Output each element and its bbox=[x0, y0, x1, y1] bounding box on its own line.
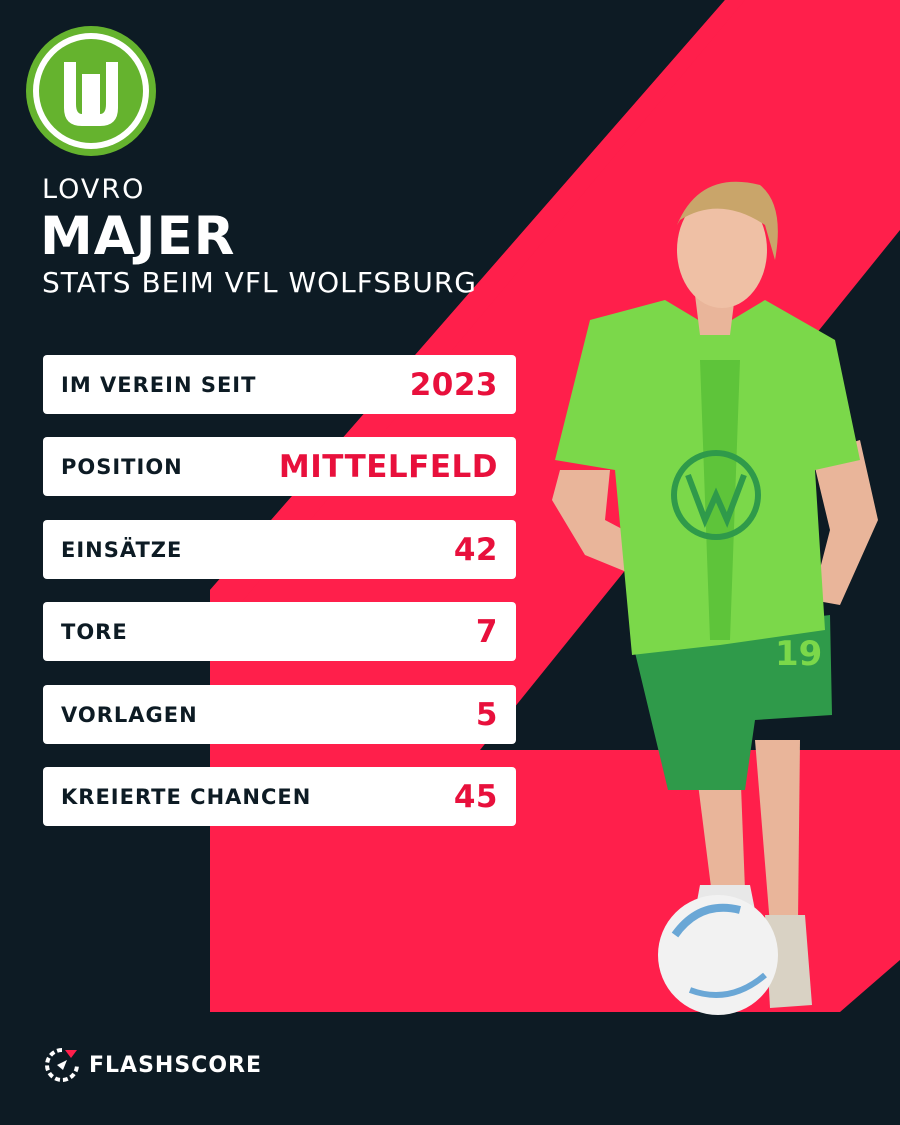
stat-label: VORLAGEN bbox=[61, 702, 198, 727]
brand-name: FLASHSCORE bbox=[89, 1052, 262, 1078]
shirt-number: 19 bbox=[775, 634, 822, 674]
stat-value: 5 bbox=[475, 696, 498, 733]
stat-label: POSITION bbox=[61, 454, 183, 479]
stat-label: KREIERTE CHANCEN bbox=[61, 784, 312, 809]
stat-row-club-since: IM VEREIN SEIT 2023 bbox=[43, 355, 516, 414]
stat-value: 7 bbox=[475, 613, 498, 650]
stat-row-assists: VORLAGEN 5 bbox=[43, 685, 516, 744]
stat-value: 2023 bbox=[409, 366, 498, 403]
page-subtitle: STATS BEIM VFL WOLFSBURG bbox=[42, 266, 478, 299]
stat-row-chances-created: KREIERTE CHANCEN 45 bbox=[43, 767, 516, 826]
player-photo: 19 bbox=[552, 181, 878, 1015]
stat-value: MITTELFELD bbox=[278, 448, 498, 485]
stat-value: 42 bbox=[453, 531, 498, 568]
vfl-wolfsburg-logo-icon bbox=[26, 26, 156, 156]
stat-label: EINSÄTZE bbox=[61, 537, 183, 562]
flashscore-logo-icon bbox=[45, 1048, 79, 1082]
player-last-name: MAJER bbox=[40, 206, 236, 267]
player-first-name: LOVRO bbox=[42, 174, 146, 205]
stat-row-goals: TORE 7 bbox=[43, 602, 516, 661]
stat-row-position: POSITION MITTELFELD bbox=[43, 437, 516, 496]
stat-value: 45 bbox=[453, 778, 498, 815]
flashscore-branding: FLASHSCORE bbox=[43, 1046, 262, 1084]
stat-label: IM VEREIN SEIT bbox=[61, 372, 257, 397]
stat-label: TORE bbox=[61, 619, 128, 644]
stat-row-appearances: EINSÄTZE 42 bbox=[43, 520, 516, 579]
